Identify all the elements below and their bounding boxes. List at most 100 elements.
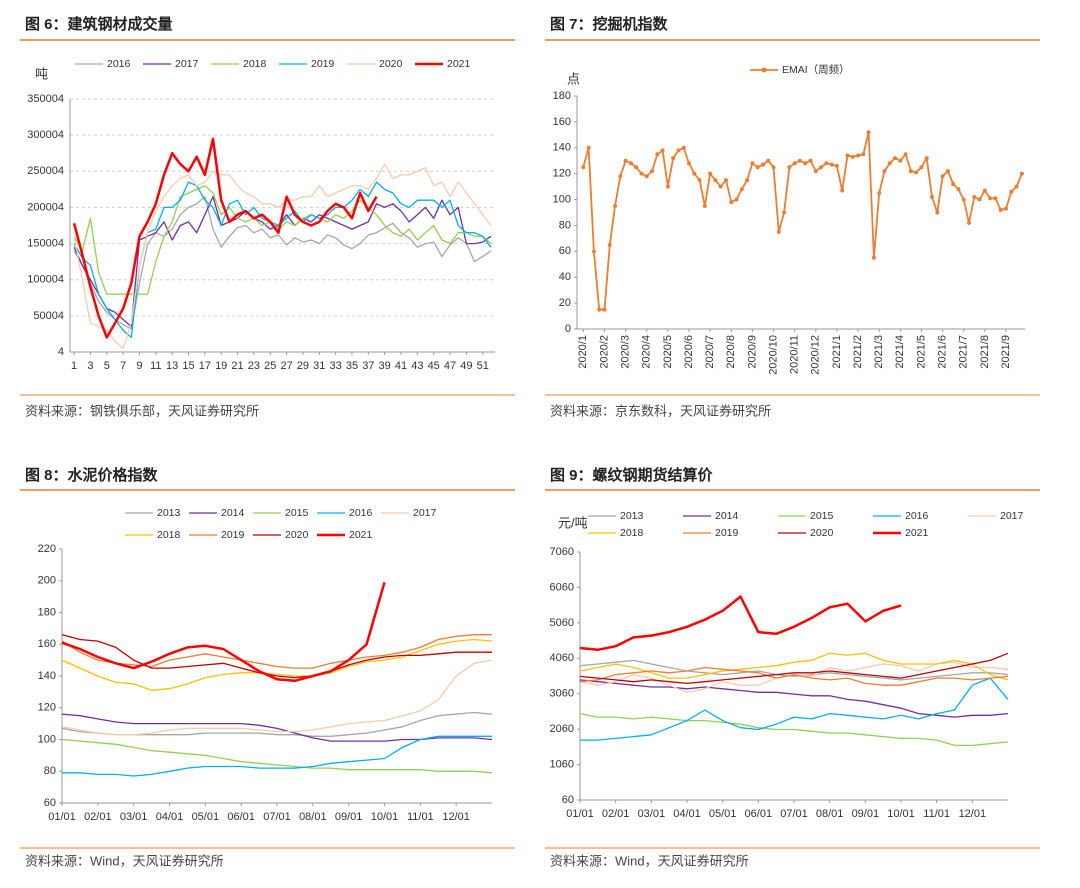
chart-title: 图 9：螺纹钢期货结算价	[550, 466, 714, 484]
x-tick-label: 07/01	[263, 811, 291, 823]
legend-label: 2020	[379, 58, 403, 70]
y-tick-label: 100004	[27, 274, 64, 286]
series-line	[61, 581, 386, 683]
x-tick-label: 2021/1	[831, 335, 843, 369]
point-marker	[856, 153, 861, 158]
x-tick-label: 51	[477, 360, 489, 372]
point-marker	[591, 249, 596, 254]
y-tick-label: 140	[38, 670, 56, 682]
point-marker	[882, 169, 887, 174]
point-marker	[1014, 184, 1019, 189]
point-marker	[914, 170, 919, 175]
point-marker	[898, 158, 903, 163]
point-marker	[940, 174, 945, 179]
point-marker	[729, 200, 734, 205]
series-line	[579, 652, 1009, 685]
x-tick-label: 19	[215, 360, 227, 372]
point-marker	[803, 161, 808, 166]
series-line	[61, 659, 493, 736]
point-marker	[655, 152, 660, 157]
point-marker	[597, 307, 602, 312]
x-tick-label: 41	[395, 360, 407, 372]
legend-label: 2019	[221, 529, 245, 541]
x-tick-label: 37	[362, 360, 374, 372]
y-tick-label: 5060	[550, 617, 574, 629]
x-tick-label: 2020/2	[598, 335, 610, 369]
x-tick-label: 7	[120, 360, 126, 372]
x-tick-label: 17	[199, 360, 211, 372]
legend-label: 2013	[157, 507, 181, 519]
x-tick-label: 2021/2	[852, 335, 864, 369]
x-tick-label: 31	[313, 360, 325, 372]
x-tick-label: 1	[71, 360, 77, 372]
y-tick-label: 80	[44, 765, 56, 777]
x-tick-label: 2020/10	[767, 335, 779, 375]
point-marker	[977, 197, 982, 202]
point-marker	[665, 184, 670, 189]
point-marker	[967, 220, 971, 225]
point-marker	[945, 169, 950, 174]
point-marker	[787, 165, 792, 170]
x-tick-label: 05/01	[192, 811, 220, 823]
x-tick-label: 09/01	[335, 811, 363, 823]
x-tick-label: 11	[150, 360, 161, 372]
source-note: 资料来源：京东数科，天风证券研究所	[550, 403, 771, 418]
y-tick-label: 140	[553, 142, 571, 154]
point-marker	[687, 161, 691, 166]
point-marker	[956, 187, 961, 192]
legend-label: 2014	[715, 510, 739, 522]
series-line	[582, 131, 1023, 311]
legend-label: 2016	[349, 507, 373, 519]
point-marker	[930, 194, 935, 199]
legend-label: 2018	[620, 527, 644, 539]
legend-label: 2016	[107, 58, 131, 70]
x-tick-label: 11/01	[407, 811, 434, 823]
y-tick-label: 20	[559, 297, 571, 309]
point-marker	[972, 194, 977, 199]
x-tick-label: 27	[280, 360, 292, 372]
y-tick-label: 7060	[550, 546, 574, 558]
point-marker	[1003, 206, 1008, 211]
point-marker	[628, 161, 633, 166]
point-marker	[792, 161, 797, 166]
legend-label: 2019	[715, 527, 739, 539]
x-tick-label: 2021/5	[915, 335, 927, 369]
point-marker	[723, 178, 728, 183]
series-line	[73, 163, 492, 350]
series-line	[579, 666, 1009, 686]
x-tick-label: 2021/3	[873, 335, 885, 369]
point-marker	[708, 171, 713, 176]
point-marker	[718, 184, 723, 189]
x-tick-label: 49	[460, 360, 472, 372]
x-tick-label: 2021/4	[894, 335, 906, 369]
y-tick-label: 60	[559, 245, 571, 257]
legend-label: 2017	[175, 58, 199, 70]
series-line	[61, 711, 493, 737]
x-tick-label: 45	[428, 360, 440, 372]
point-marker	[919, 165, 924, 170]
point-marker	[829, 162, 834, 167]
series-line	[61, 634, 492, 679]
series-line	[579, 659, 1009, 681]
point-marker	[750, 161, 755, 166]
point-marker	[782, 210, 787, 215]
point-marker	[739, 187, 744, 192]
x-tick-label: 2021/8	[979, 335, 991, 369]
x-tick-label: 2020/6	[683, 335, 695, 369]
y-tick-label: 350004	[27, 93, 64, 105]
point-marker	[671, 156, 676, 161]
y-tick-label: 2060	[550, 723, 574, 735]
point-marker	[681, 145, 686, 150]
point-marker	[613, 204, 618, 209]
x-tick-label: 07/01	[780, 808, 808, 820]
series-line	[61, 638, 493, 691]
y-tick-label: 150004	[27, 237, 64, 249]
x-tick-label: 2020/5	[662, 335, 674, 369]
x-tick-label: 9	[136, 360, 142, 372]
x-tick-label: 2021/9	[1000, 335, 1012, 369]
legend-label: 2019	[311, 58, 335, 70]
x-tick-label: 43	[411, 360, 423, 372]
legend-label: 2015	[285, 507, 309, 519]
point-marker	[861, 152, 866, 157]
y-tick-label: 220	[38, 543, 56, 555]
